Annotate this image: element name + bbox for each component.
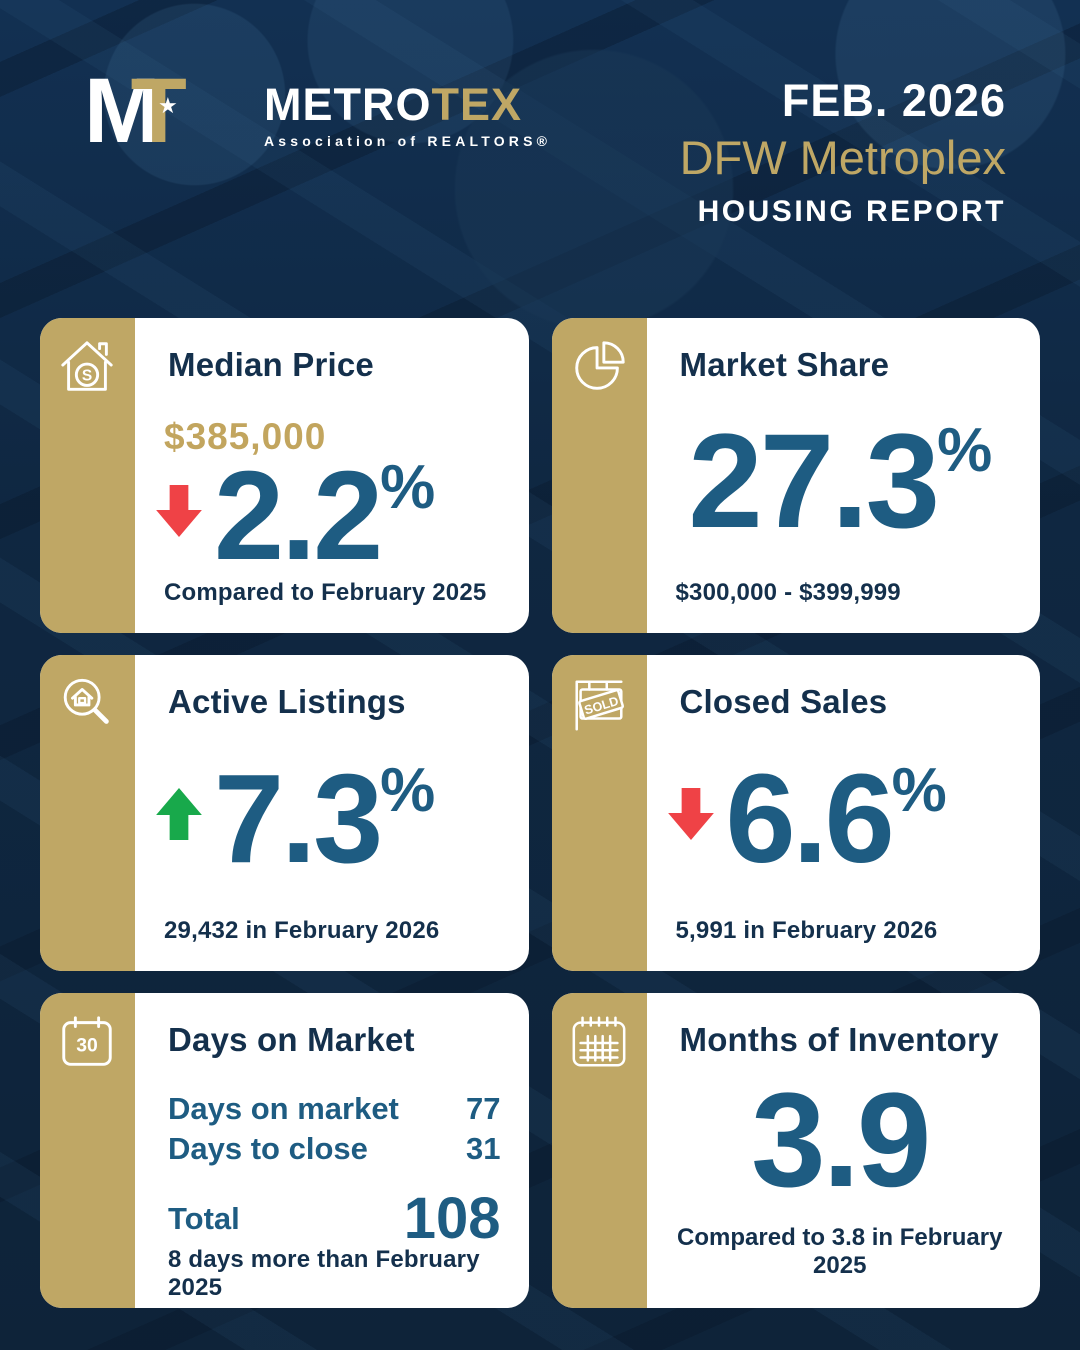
calendar-grid-icon (572, 1016, 625, 1067)
percent-sign: % (380, 453, 435, 522)
card-active-listings: Active Listings 7.3% 29,432 in February … (40, 655, 529, 971)
svg-text:30: 30 (76, 1034, 98, 1056)
gold-stripe (40, 992, 135, 1308)
card-content: Closed Sales 6.6% 5,991 in February 2026 (647, 655, 1041, 970)
card-market-share: Market Share 27.3% $300,000 - $399,999 (551, 318, 1041, 634)
logo-wordmark: METROTEX Association of REALTORS® (264, 70, 551, 149)
gold-stripe (551, 318, 647, 634)
card-closed-sales: SOLD Closed Sales 6.6% 5,991 in February… (551, 655, 1041, 971)
star-icon: ★ (158, 93, 178, 118)
report-region: DFW Metroplex (679, 131, 1006, 184)
gold-stripe (40, 318, 135, 634)
card-content: Median Price $385,000 2.2% Compared to F… (135, 318, 529, 633)
gold-stripe (40, 655, 135, 971)
card-caption: Compared to 3.8 in February 2025 (677, 1224, 1003, 1279)
card-title: Median Price (168, 346, 374, 383)
card-median-price: S Median Price $385,000 2.2% Compared to… (40, 318, 529, 634)
row-label: Days to close (168, 1130, 368, 1166)
logo-name-metro: METRO (264, 79, 432, 130)
svg-text:S: S (82, 368, 92, 385)
card-content: Months of Inventory 3.9 Compared to 3.8 … (647, 993, 1041, 1308)
logo-name: METROTEX (264, 82, 551, 127)
logo-letter-t: T (130, 60, 187, 162)
card-title: Active Listings (168, 683, 406, 721)
header: MT ★ METROTEX Association of REALTORS® F… (84, 65, 1006, 227)
down-arrow-icon (667, 787, 714, 840)
card-title: Days on Market (168, 1020, 415, 1058)
stats-grid: S Median Price $385,000 2.2% Compared to… (40, 318, 1040, 1308)
card-content: Active Listings 7.3% 29,432 in February … (135, 655, 529, 970)
logo-letter-m: M (84, 60, 161, 162)
market-share-percent: 27.3% (688, 406, 992, 556)
inventory-value-wrap: 3.9 (668, 1059, 1013, 1224)
report-period: FEB. 2026 (781, 75, 1006, 126)
logo-tagline: Association of REALTORS® (264, 133, 552, 149)
report-type: HOUSING REPORT (697, 195, 1006, 228)
card-caption: 29,432 in February 2026 (164, 916, 440, 944)
percent-sign: % (891, 756, 947, 826)
card-caption: Compared to February 2025 (164, 579, 487, 607)
gold-stripe (551, 992, 647, 1308)
card-caption: 5,991 in February 2026 (675, 916, 938, 944)
change-indicator: 2.2% (156, 445, 501, 586)
card-days-on-market: 30 Days on Market Days on market 77 Days… (40, 992, 529, 1308)
change-percent: 6.6% (725, 748, 947, 890)
logo-name-tex: TEX (431, 79, 523, 130)
percent-sign: % (380, 756, 435, 826)
change-indicator: 6.6% (667, 748, 1013, 890)
card-content: Days on Market Days on market 77 Days to… (135, 993, 529, 1308)
down-arrow-icon (156, 484, 202, 537)
card-title: Market Share (679, 346, 890, 383)
row-value: 77 (466, 1090, 501, 1126)
change-indicator: 7.3% (156, 748, 501, 890)
card-caption: 8 days more than February 2025 (168, 1246, 480, 1302)
total-row: Total 108 (168, 1186, 501, 1252)
change-percent: 2.2% (214, 445, 435, 586)
pie-chart-icon (574, 341, 625, 390)
card-title: Closed Sales (679, 683, 888, 721)
days-table: Days on market 77 Days to close 31 (168, 1089, 501, 1170)
row-value: 31 (466, 1130, 501, 1166)
metrotex-logo: MT ★ METROTEX Association of REALTORS® (84, 65, 551, 162)
card-content: Market Share 27.3% $300,000 - $399,999 (647, 318, 1041, 633)
row-label: Days on market (168, 1090, 399, 1126)
median-price-value: $385,000 (164, 416, 327, 457)
change-percent: 7.3% (214, 748, 435, 890)
total-value: 108 (403, 1186, 501, 1252)
logo-monogram: MT ★ (84, 65, 248, 162)
sold-sign-icon: SOLD (574, 680, 624, 731)
total-label: Total (168, 1201, 240, 1237)
up-arrow-icon (156, 787, 202, 840)
report-heading: FEB. 2026 DFW Metroplex HOUSING REPORT (680, 70, 1006, 227)
table-row: Days on market 77 (168, 1089, 501, 1129)
house-dollar-icon: S (61, 341, 113, 391)
card-months-of-inventory: Months of Inventory 3.9 Compared to 3.8 … (551, 992, 1041, 1308)
card-title: Months of Inventory (679, 1020, 999, 1058)
table-row: Days to close 31 (168, 1129, 501, 1169)
inventory-value: 3.9 (751, 1066, 931, 1216)
home-search-icon (63, 679, 109, 725)
card-caption: $300,000 - $399,999 (675, 579, 901, 607)
market-share-value-wrap: 27.3% (668, 384, 1013, 579)
percent-sign: % (937, 415, 992, 485)
calendar-30-icon: 30 (62, 1015, 112, 1066)
